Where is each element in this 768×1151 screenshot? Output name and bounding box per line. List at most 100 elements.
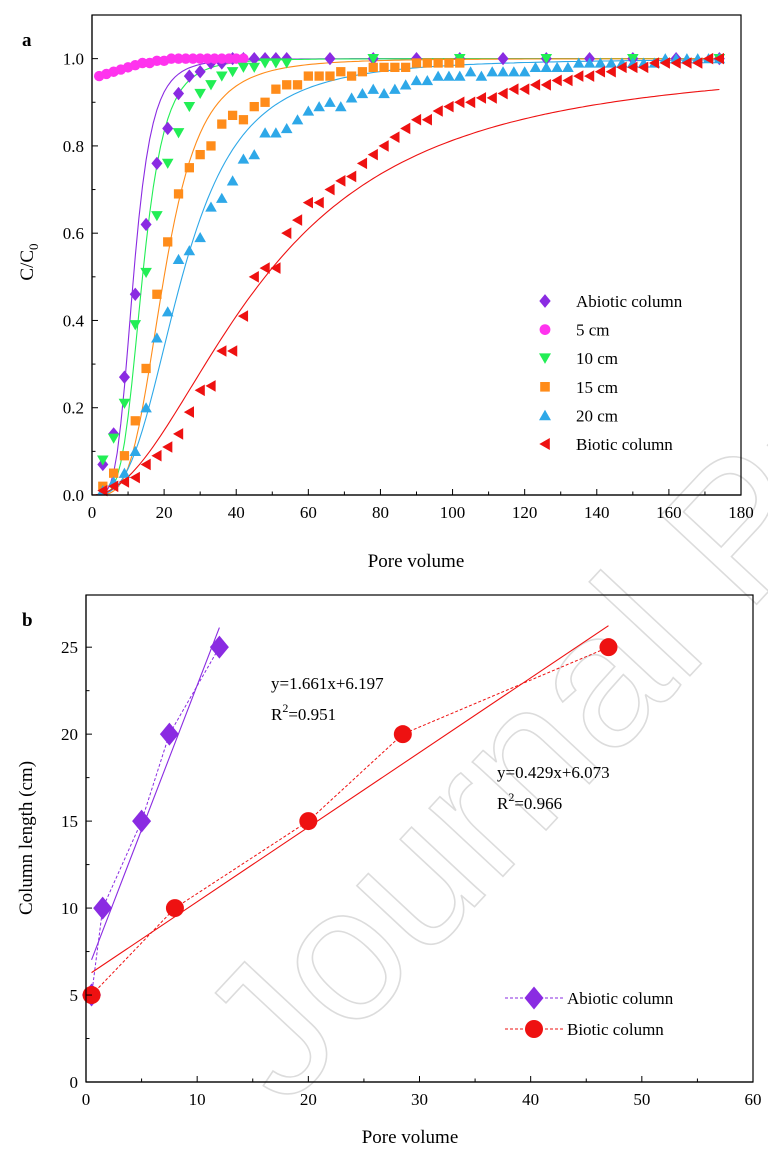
point-15-cm <box>325 71 335 81</box>
point-10-cm <box>540 53 553 65</box>
connector-abiotic-column <box>91 646 220 996</box>
legend-marker-20-cm <box>539 409 551 421</box>
point-15-cm <box>130 416 140 426</box>
point-20-cm <box>453 70 466 81</box>
point-biotic-column <box>216 345 227 357</box>
point-biotic-column <box>421 113 432 126</box>
point-20-cm <box>237 153 250 164</box>
point-20-cm <box>291 114 304 125</box>
point-10-cm <box>151 211 163 222</box>
point-biotic-column <box>173 428 184 440</box>
point-5-cm <box>223 53 235 64</box>
point-biotic-column <box>692 57 703 69</box>
point-biotic-column <box>486 92 497 104</box>
point-20-cm <box>475 70 488 81</box>
panel-b-x-tick-label: 10 <box>189 1090 206 1109</box>
panel-b-x-tick-label: 60 <box>745 1090 762 1109</box>
point-biotic-column <box>616 61 627 74</box>
point-biotic-column <box>659 57 670 69</box>
panel-a-tag: a <box>22 30 32 51</box>
legend-label-abiotic-column: Abiotic column <box>576 292 683 311</box>
point-biotic-column <box>638 61 649 74</box>
panel-b-y-tick-label: 20 <box>61 725 78 744</box>
point-abiotic-column <box>93 896 113 920</box>
point-biotic-column <box>573 70 584 82</box>
point-20-cm <box>259 127 271 138</box>
point-10-cm <box>97 455 109 466</box>
point-biotic-column <box>584 70 595 82</box>
point-biotic-column <box>703 52 714 65</box>
point-20-cm <box>464 66 477 77</box>
point-20-cm <box>129 445 142 457</box>
panel-b: b 0 10 20 30 40 50 60 0 5 10 15 20 25 Pore volume Co… <box>16 594 762 1148</box>
point-abiotic-column <box>151 156 163 171</box>
point-15-cm <box>303 71 313 81</box>
point-20-cm <box>529 61 542 73</box>
point-15-cm <box>357 67 368 77</box>
point-biotic-column <box>681 57 692 69</box>
point-15-cm <box>238 115 249 125</box>
fit-curve-10-cm <box>92 58 720 496</box>
point-15-cm <box>444 58 454 68</box>
panel-a-x-tick-label: 80 <box>372 503 389 522</box>
point-biotic-column <box>205 380 216 392</box>
point-15-cm <box>346 71 357 81</box>
point-biotic-column <box>151 449 162 462</box>
panel-b-x-tick-label: 50 <box>633 1090 650 1109</box>
point-biotic-column <box>259 262 270 274</box>
connector-biotic-column <box>91 646 609 996</box>
legend-marker-15-cm <box>540 382 550 392</box>
point-10-cm <box>248 62 261 73</box>
point-10-cm <box>259 58 271 69</box>
point-biotic-column <box>519 83 530 95</box>
panel-a-x-tick-label: 60 <box>300 503 317 522</box>
point-10-cm <box>107 433 120 444</box>
point-biotic-column <box>227 345 238 357</box>
point-15-cm <box>217 119 227 129</box>
point-biotic-column <box>389 131 400 143</box>
panel-a-y-tick-label: 0.6 <box>63 224 84 243</box>
point-biotic-column <box>118 476 130 488</box>
legend-marker-10-cm <box>539 353 551 364</box>
panel-b-legend: Abiotic column Biotic column <box>505 986 674 1039</box>
point-15-cm <box>184 163 194 173</box>
point-abiotic-column <box>118 370 130 384</box>
point-biotic-column <box>270 262 281 274</box>
panel-a-x-axis-title: Pore volume <box>368 551 465 572</box>
point-15-cm <box>282 80 292 90</box>
point-10-cm <box>270 58 282 69</box>
point-biotic-column <box>713 52 725 65</box>
panel-a-y-axis-subscript: 0 <box>26 243 41 250</box>
panel-b-y-tick-label: 15 <box>61 812 78 831</box>
point-20-cm <box>313 101 325 112</box>
point-10-cm <box>205 80 217 91</box>
point-5-cm <box>209 53 220 64</box>
point-biotic-column <box>627 61 638 74</box>
panel-a-y-tick-label: 0.2 <box>63 399 84 418</box>
point-20-cm <box>356 88 369 99</box>
point-5-cm <box>202 53 213 64</box>
point-biotic-column <box>475 92 487 104</box>
panel-a-y-tick-label: 0.4 <box>63 311 85 330</box>
panel-a-axes: 0 20 40 60 80 100 120 140 160 180 0.0 0.2 0.4 0.6 0.8 1… <box>63 15 754 522</box>
panel-b-x-axis-title: Pore volume <box>362 1127 459 1148</box>
point-5-cm <box>194 53 206 64</box>
point-biotic-column <box>540 79 551 91</box>
point-abiotic-column <box>132 809 152 833</box>
panel-b-tag: b <box>22 610 33 631</box>
point-15-cm <box>433 58 443 68</box>
point-biotic-column <box>356 157 368 170</box>
panel-b-x-tick-label: 40 <box>522 1090 539 1109</box>
point-20-cm <box>183 245 196 256</box>
point-biotic-column <box>108 480 119 493</box>
panel-b-y-axis-title: Column length (cm) <box>16 761 37 915</box>
point-biotic-column <box>605 65 616 78</box>
point-15-cm <box>108 468 119 478</box>
point-20-cm <box>562 61 574 73</box>
point-10-cm <box>194 88 206 100</box>
legend-marker-abiotic-column <box>539 294 551 308</box>
point-biotic-column <box>551 74 562 87</box>
point-15-cm <box>260 97 270 107</box>
point-5-cm <box>231 53 242 64</box>
